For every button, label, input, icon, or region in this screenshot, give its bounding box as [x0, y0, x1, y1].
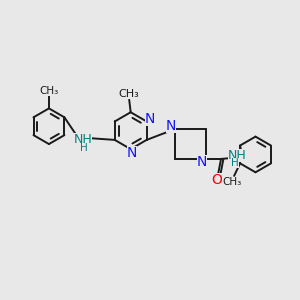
Text: N: N	[166, 119, 176, 133]
Text: NH: NH	[74, 133, 92, 146]
Text: N: N	[145, 112, 155, 126]
Text: NH: NH	[228, 149, 247, 162]
Text: CH₃: CH₃	[222, 177, 242, 187]
Text: N: N	[196, 155, 207, 169]
Text: N: N	[127, 146, 137, 160]
Text: CH₃: CH₃	[118, 89, 139, 99]
Text: O: O	[212, 173, 222, 187]
Text: CH₃: CH₃	[39, 86, 58, 96]
Text: H: H	[231, 158, 239, 168]
Text: H: H	[80, 143, 88, 153]
